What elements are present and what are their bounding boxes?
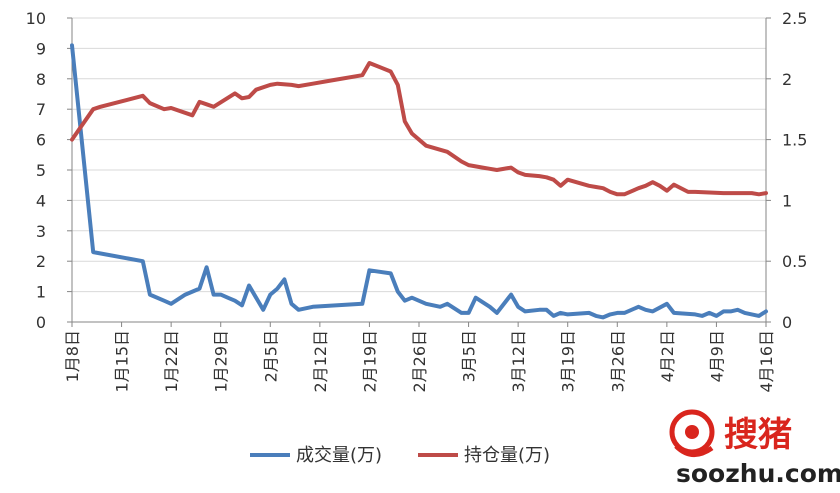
pig-logo-icon — [669, 409, 715, 457]
right-tick-label: 1 — [782, 191, 792, 210]
legend-label-open-interest: 持仓量(万) — [464, 445, 550, 466]
x-tick-label: 2月26日 — [410, 330, 429, 393]
x-tick-label: 3月12日 — [509, 330, 528, 393]
x-tick-label: 3月19日 — [559, 330, 578, 393]
x-tick-label: 3月5日 — [460, 330, 479, 382]
left-tick-label: 1 — [36, 283, 46, 302]
x-tick-label: 4月2日 — [658, 330, 677, 382]
watermark: 搜猪 soozhu.com — [669, 409, 840, 488]
x-tick-label: 2月19日 — [360, 330, 379, 393]
series-lines — [70, 43, 768, 320]
x-tick-label: 4月9日 — [707, 330, 726, 382]
left-tick-label: 3 — [36, 222, 46, 241]
legend-label-volume: 成交量(万) — [296, 445, 382, 466]
volume-line — [70, 43, 768, 320]
right-tick-label: 2 — [782, 70, 792, 89]
left-tick-label: 5 — [36, 161, 46, 180]
right-tick-label: 0 — [782, 313, 792, 332]
right-tick-label: 2.5 — [782, 9, 807, 28]
x-tick-label: 1月22日 — [162, 330, 181, 393]
open-interest-line — [70, 61, 768, 197]
left-tick-label: 2 — [36, 252, 46, 271]
x-tick-label: 1月29日 — [212, 330, 231, 393]
x-tick-label: 2月12日 — [311, 330, 330, 393]
right-y-axis-ticks: 0 0.5 1 1.5 2 2.5 — [766, 9, 807, 332]
left-tick-label: 0 — [36, 313, 46, 332]
x-tick-label: 1月15日 — [113, 330, 132, 393]
left-tick-label: 6 — [36, 131, 46, 150]
left-tick-label: 4 — [36, 191, 46, 210]
x-tick-label: 2月5日 — [261, 330, 280, 382]
left-tick-label: 10 — [26, 9, 46, 28]
x-tick-label: 1月8日 — [63, 330, 82, 382]
right-tick-label: 1.5 — [782, 131, 807, 150]
x-axis-ticks: 1月8日 1月15日 1月22日 1月29日 2月5日 2月12日 2月19日 2月26日 3月… — [63, 322, 776, 393]
legend: 成交量(万) 持仓量(万) — [250, 445, 550, 466]
watermark-brand: 搜猪 — [724, 415, 792, 455]
left-tick-label: 8 — [36, 70, 46, 89]
watermark-url: soozhu.com — [676, 459, 840, 488]
left-tick-label: 9 — [36, 39, 46, 58]
right-tick-label: 0.5 — [782, 252, 807, 271]
x-tick-label: 3月26日 — [608, 330, 627, 393]
left-tick-label: 7 — [36, 100, 46, 119]
x-tick-label: 4月16日 — [757, 330, 776, 393]
